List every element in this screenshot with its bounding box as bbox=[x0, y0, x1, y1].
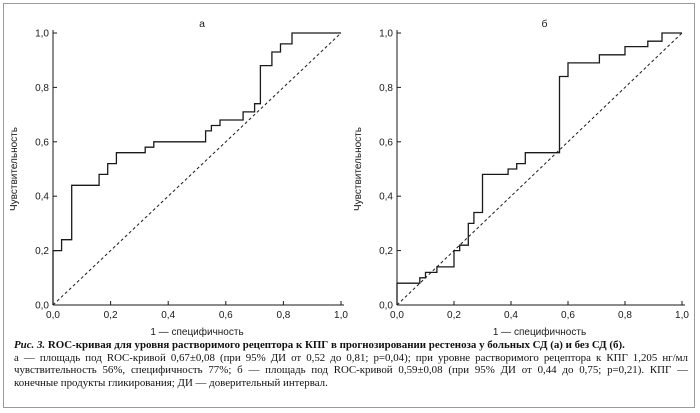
x-tick-label: 0,6 bbox=[561, 310, 575, 321]
y-tick-label: 0,2 bbox=[379, 246, 393, 257]
x-tick-label: 0,0 bbox=[46, 310, 60, 321]
x-tick-label: 0,2 bbox=[104, 310, 118, 321]
y-tick-label: 0,0 bbox=[35, 301, 49, 312]
y-tick-label: 0,4 bbox=[379, 192, 393, 203]
y-tick-label: 0,2 bbox=[35, 246, 49, 257]
x-tick-label: 0,0 bbox=[390, 310, 404, 321]
x-axis-label: 1 — специфичность bbox=[493, 326, 586, 338]
y-tick-label: 1,0 bbox=[379, 29, 393, 40]
y-tick-label: 0,4 bbox=[35, 192, 49, 203]
figure-caption: Рис. 3. ROC-кривая для уровня растворимо… bbox=[14, 339, 688, 389]
figure-label: Рис. 3. bbox=[14, 339, 46, 351]
x-tick-label: 1,0 bbox=[675, 310, 689, 321]
reference-diagonal bbox=[52, 32, 342, 306]
roc-panel-b: 0,0 0,2 0,4 0,6 0,8 1,0 0,0 0,2 0,4 0,6 0,8 1,0 б 1 —… bbox=[353, 18, 689, 338]
x-tick-label: 0,4 bbox=[161, 310, 175, 321]
caption-line-3: конечные продукты гликирования; ДИ — дов… bbox=[14, 376, 328, 389]
figure-frame bbox=[3, 3, 695, 408]
y-axis-label: Чувствительность bbox=[353, 127, 364, 211]
x-tick-label: 0,8 bbox=[276, 310, 290, 321]
y-tick-label: 0,8 bbox=[35, 83, 49, 94]
roc-curve bbox=[396, 32, 682, 305]
roc-panel-a: 0,0 0,2 0,4 0,6 0,8 1,0 0,0 0,2 0,4 0,6 0,8 1,0 а 1 —… bbox=[9, 18, 348, 338]
x-axis-label: 1 — специфичность bbox=[150, 326, 243, 338]
x-tick-label: 0,8 bbox=[618, 310, 632, 321]
reference-diagonal bbox=[396, 32, 683, 306]
roc-curve bbox=[52, 32, 341, 305]
figure-title: ROC-кривая для уровня растворимого рецеп… bbox=[47, 339, 625, 351]
y-axis-label: Чувствительность bbox=[9, 127, 20, 211]
panel-title: а bbox=[199, 18, 205, 30]
y-tick-label: 0,6 bbox=[379, 137, 393, 148]
caption-title-line: Рис. 3. ROC-кривая для уровня растворимо… bbox=[14, 339, 688, 352]
y-tick-label: 1,0 bbox=[35, 29, 49, 40]
x-tick-label: 0,6 bbox=[219, 310, 233, 321]
y-tick-label: 0,6 bbox=[35, 137, 49, 148]
panel-title: б bbox=[541, 18, 547, 30]
y-tick-label: 0,8 bbox=[379, 83, 393, 94]
x-tick-label: 0,2 bbox=[447, 310, 461, 321]
y-tick-label: 0,0 bbox=[379, 301, 393, 312]
caption-line-1: а — площадь под ROC-кривой 0,67±0,08 (пр… bbox=[14, 351, 688, 364]
caption-line-2: чувствительность 56%, специфичность 77%;… bbox=[14, 364, 688, 377]
x-tick-label: 1,0 bbox=[334, 310, 348, 321]
x-tick-label: 0,4 bbox=[504, 310, 518, 321]
